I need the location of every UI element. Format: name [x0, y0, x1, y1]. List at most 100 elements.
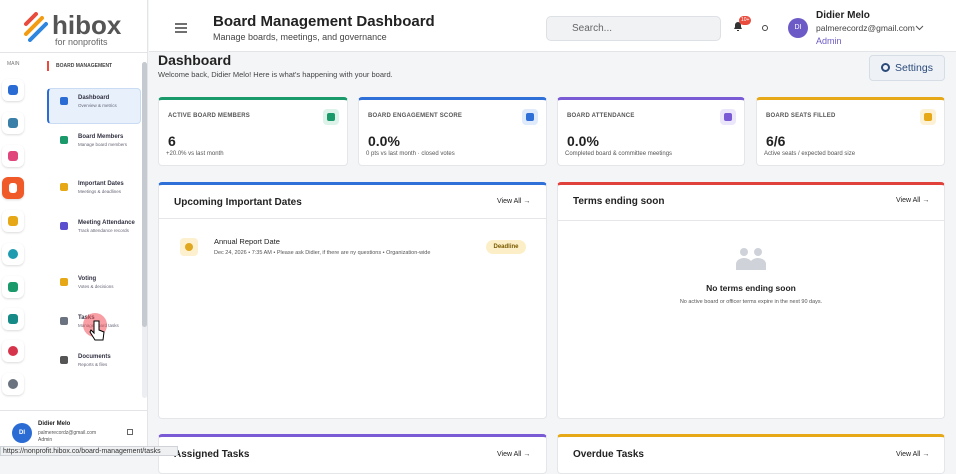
- nav-item-sub: Overview & metrics: [78, 103, 117, 108]
- divider: [0, 52, 148, 53]
- stat-card: BOARD ENGAGEMENT SCORE 0.0% 0 pts vs last …: [358, 97, 547, 166]
- panel-title: Assigned Tasks: [174, 449, 250, 460]
- user-menu-toggle[interactable]: [915, 25, 924, 31]
- user-role: Admin: [816, 36, 842, 46]
- nav-item-icon: [60, 136, 68, 144]
- divider: [0, 410, 148, 411]
- stat-note: 0 pts vs last month · closed votes: [366, 151, 455, 157]
- user-name: Didier Melo: [38, 421, 71, 427]
- view-all-link[interactable]: View All →: [896, 197, 930, 204]
- group-marker: [47, 61, 49, 71]
- stat-label: BOARD ATTENDANCE: [567, 113, 635, 119]
- stat-value: 0.0%: [368, 133, 400, 149]
- nav-item-icon: [60, 183, 68, 191]
- nav-item-label[interactable]: Dashboard: [78, 95, 110, 101]
- nav-icon[interactable]: [2, 112, 24, 134]
- stat-card: BOARD ATTENDANCE 0.0% Completed board & co…: [557, 97, 745, 166]
- stat-note: Completed board & committee meetings: [565, 151, 673, 157]
- nav-icon[interactable]: [2, 79, 24, 101]
- stat-note: Active seats / expected board size: [764, 151, 856, 157]
- nav-item-icon: [60, 222, 68, 230]
- nav-item-icon: [60, 356, 68, 364]
- cursor: [89, 320, 105, 341]
- terms-panel: [557, 182, 945, 419]
- notification-badge: 10+: [739, 16, 752, 25]
- header-subtitle: Manage boards, meetings, and governance: [213, 32, 387, 42]
- divider: [558, 220, 944, 221]
- stat-value: 6: [168, 133, 176, 149]
- nav-item-label[interactable]: Documents: [78, 354, 111, 360]
- stat-icon: [720, 109, 736, 125]
- menu-button[interactable]: [175, 23, 187, 33]
- notification-bell[interactable]: [733, 21, 743, 32]
- nav-icon[interactable]: [2, 210, 24, 232]
- nav-icon[interactable]: [2, 243, 24, 265]
- stat-icon: [323, 109, 339, 125]
- avatar[interactable]: DI: [788, 18, 808, 38]
- event-title[interactable]: Annual Report Date: [214, 237, 280, 246]
- nav-item-label[interactable]: Meeting Attendance: [78, 220, 135, 226]
- upcoming-panel: [158, 182, 547, 419]
- nav-item-sub: Votes & decisions: [78, 284, 114, 289]
- empty-icon: [736, 248, 766, 270]
- user-role: Admin: [38, 437, 53, 443]
- nav-item-sub: Reports & files: [78, 362, 108, 367]
- panel-title: Upcoming Important Dates: [174, 197, 302, 208]
- search-input[interactable]: Search...: [546, 16, 721, 41]
- nav-item-label[interactable]: Voting: [78, 276, 97, 282]
- nav-item-sub: Manage board members: [78, 142, 128, 147]
- nav-item-active[interactable]: [47, 88, 141, 124]
- event-meta: Dec 24, 2026 • 7:35 AM • Please ask Didi…: [214, 250, 431, 256]
- section-label: MAIN: [7, 61, 20, 67]
- stat-value: 6/6: [766, 133, 786, 149]
- welcome-text: Welcome back, Didier Melo! Here is what'…: [158, 70, 393, 79]
- event-tag: Deadline: [486, 240, 526, 254]
- nav-icon[interactable]: [2, 276, 24, 298]
- nav-icon[interactable]: [2, 177, 24, 199]
- nav-item-sub: Meetings & deadlines: [78, 189, 122, 194]
- nav-icon[interactable]: [2, 340, 24, 362]
- stat-icon: [522, 109, 538, 125]
- stat-value: 0.0%: [567, 133, 599, 149]
- logo-name: hibox: [52, 10, 122, 40]
- stat-icon: [920, 109, 936, 125]
- nav-icon[interactable]: [2, 373, 24, 395]
- group-label: BOARD MANAGEMENT: [56, 63, 113, 69]
- panel-title: Overdue Tasks: [573, 449, 644, 460]
- nav-icon[interactable]: [2, 308, 24, 330]
- theme-toggle[interactable]: [762, 25, 768, 31]
- logo-icon: [24, 12, 48, 42]
- header-title: Board Management Dashboard: [213, 13, 435, 30]
- status-bar: https://nonprofit.hibox.co/board-managem…: [0, 446, 178, 456]
- view-all-link[interactable]: View All →: [497, 198, 531, 205]
- nav-item-label[interactable]: Important Dates: [78, 181, 124, 187]
- panel-title: Terms ending soon: [573, 196, 665, 207]
- user-name: Didier Melo: [816, 10, 870, 21]
- nav-item-icon: [60, 97, 68, 105]
- view-all-link[interactable]: View All →: [896, 451, 930, 458]
- nav-item-sub: Track attendance records: [78, 228, 129, 233]
- stat-label: BOARD ENGAGEMENT SCORE: [368, 113, 463, 119]
- stat-card: ACTIVE BOARD MEMBERS 6 +20.0% vs last mont…: [158, 97, 348, 166]
- sidebar: [0, 0, 148, 456]
- stat-note: +20.0% vs last month: [166, 151, 224, 157]
- stat-label: ACTIVE BOARD MEMBERS: [168, 113, 251, 119]
- scrollbar[interactable]: [142, 62, 147, 398]
- nav-icon[interactable]: [2, 145, 24, 167]
- user-email: palmerecordz@gmail.com: [816, 23, 915, 33]
- settings-icon: [881, 63, 890, 72]
- view-all-link[interactable]: View All →: [497, 451, 531, 458]
- logo-mark: [22, 12, 48, 42]
- external-link[interactable]: [127, 429, 133, 435]
- stat-label: BOARD SEATS FILLED: [766, 113, 836, 119]
- event-icon: [180, 238, 198, 256]
- stat-card: BOARD SEATS FILLED 6/6 Active seats / expe…: [756, 97, 945, 166]
- nav-item-label[interactable]: Board Members: [78, 134, 124, 140]
- user-email: palmerecordz@gmail.com: [38, 430, 97, 436]
- nav-item-icon: [60, 317, 68, 325]
- nav-item-icon: [60, 278, 68, 286]
- avatar[interactable]: DI: [12, 423, 32, 443]
- logo-tagline: for nonprofits: [55, 37, 108, 47]
